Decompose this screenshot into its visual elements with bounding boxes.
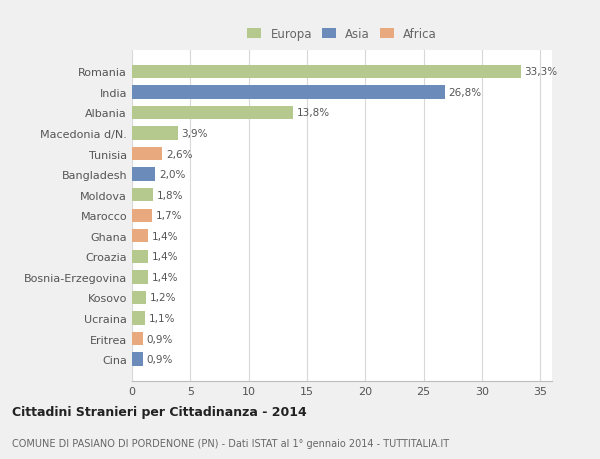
Bar	[132, 168, 155, 181]
Bar	[132, 106, 293, 120]
Bar	[132, 271, 148, 284]
Bar	[132, 332, 143, 346]
Bar	[132, 127, 178, 140]
Bar	[132, 86, 445, 99]
Text: 1,4%: 1,4%	[152, 272, 178, 282]
Bar	[132, 353, 143, 366]
Bar	[132, 250, 148, 263]
Legend: Europa, Asia, Africa: Europa, Asia, Africa	[242, 23, 442, 46]
Text: 0,9%: 0,9%	[146, 354, 172, 364]
Text: 13,8%: 13,8%	[296, 108, 329, 118]
Text: 0,9%: 0,9%	[146, 334, 172, 344]
Text: 3,9%: 3,9%	[181, 129, 208, 139]
Text: 1,4%: 1,4%	[152, 231, 178, 241]
Text: 2,6%: 2,6%	[166, 149, 193, 159]
Bar	[132, 66, 521, 79]
Bar	[132, 147, 163, 161]
Bar	[132, 291, 146, 304]
Text: 2,0%: 2,0%	[159, 170, 185, 180]
Text: 33,3%: 33,3%	[524, 67, 557, 77]
Text: COMUNE DI PASIANO DI PORDENONE (PN) - Dati ISTAT al 1° gennaio 2014 - TUTTITALIA: COMUNE DI PASIANO DI PORDENONE (PN) - Da…	[12, 438, 449, 448]
Text: 1,8%: 1,8%	[157, 190, 183, 200]
Text: 1,1%: 1,1%	[148, 313, 175, 323]
Bar	[132, 230, 148, 243]
Bar	[132, 209, 152, 223]
Text: Cittadini Stranieri per Cittadinanza - 2014: Cittadini Stranieri per Cittadinanza - 2…	[12, 405, 307, 419]
Text: 26,8%: 26,8%	[448, 88, 481, 98]
Text: 1,7%: 1,7%	[155, 211, 182, 221]
Text: 1,4%: 1,4%	[152, 252, 178, 262]
Text: 1,2%: 1,2%	[149, 293, 176, 303]
Bar	[132, 312, 145, 325]
Bar	[132, 189, 153, 202]
